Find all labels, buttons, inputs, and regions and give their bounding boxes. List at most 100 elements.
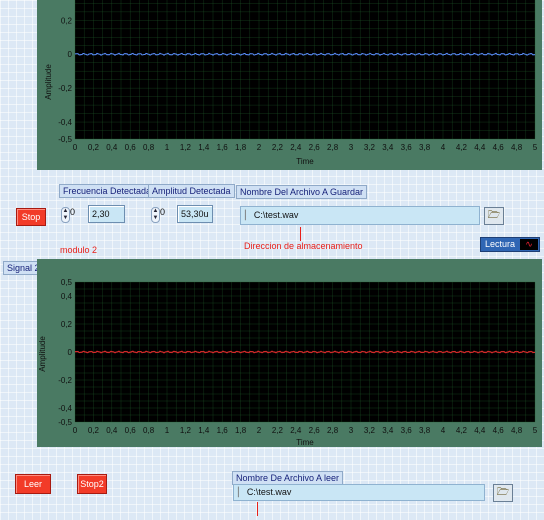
waveform-icon: ∿ <box>520 239 538 250</box>
modulo-label: modulo 2 <box>60 245 98 255</box>
guardar-path-input[interactable]: ▏ C:\test.wav <box>240 206 480 225</box>
x-ticks-1: 0 0,2 0,4 0,6 0,8 1 1,2 1,4 1,6 1,8 2 2,2 2,4 2,6 2,8 3… <box>73 143 538 152</box>
x-tick-label: 4,6 <box>493 143 505 152</box>
x-tick-label: 0,6 <box>125 426 137 435</box>
y-tick-label: -0,5 <box>58 135 72 144</box>
x-tick-label: 2 <box>257 426 262 435</box>
x-tick-label: 1,2 <box>180 426 192 435</box>
leer-path-input[interactable]: ▏ C:\test.wav <box>233 484 485 501</box>
x-tick-label: 0,8 <box>143 426 155 435</box>
x-tick-label: 2,4 <box>290 426 302 435</box>
frecuencia-spin-icon[interactable]: ▲ ▼ <box>61 207 70 223</box>
x-tick-label: 4,2 <box>456 143 468 152</box>
grid-2 <box>74 281 536 423</box>
x-tick-label: 0 <box>73 143 78 152</box>
x-tick-label: 0 <box>73 426 78 435</box>
y-tick-label: -0,2 <box>58 376 72 385</box>
x-tick-label: 1,2 <box>180 143 192 152</box>
x-tick-label: 4 <box>441 426 446 435</box>
x-tick-label: 1 <box>165 143 170 152</box>
x-tick-label: 0,2 <box>88 426 100 435</box>
x-tick-label: 4,4 <box>474 143 486 152</box>
stop-button[interactable]: Stop <box>16 208 46 226</box>
x-tick-label: 3,8 <box>419 143 431 152</box>
frecuencia-value: 2,30 <box>88 205 125 223</box>
x-tick-label: 4 <box>441 143 446 152</box>
x-tick-label: 2,6 <box>309 426 321 435</box>
x-tick-label: 3,6 <box>401 426 413 435</box>
x-tick-label: 3,6 <box>401 143 413 152</box>
x-tick-label: 4,8 <box>511 426 523 435</box>
guardar-label: Nombre Del Archivo A Guardar <box>236 185 368 199</box>
x-axis-label-2: Time <box>296 438 314 447</box>
signal-trace-2 <box>74 350 536 354</box>
leer-path-text: C:\test.wav <box>246 487 292 497</box>
y-tick-label: 0,4 <box>61 292 73 301</box>
x-tick-label: 4,4 <box>474 426 486 435</box>
x-tick-label: 3,2 <box>364 426 376 435</box>
waveform-graph-1: 0,2 0 -0,2 -0,4 -0,5 0 0,2 0,4 0,6 0,8 1 1,2 1,4 1,6… <box>37 0 542 170</box>
y-axis-label-1: Amplitude <box>44 64 53 100</box>
guardar-path-text: C:\test.wav <box>253 210 299 220</box>
x-axis-label-1: Time <box>296 157 314 166</box>
x-tick-label: 5 <box>533 143 538 152</box>
y-tick-label: -0,2 <box>58 84 72 93</box>
x-tick-label: 0,2 <box>88 143 100 152</box>
leer-marker <box>257 502 258 516</box>
frecuencia-label: Frecuencia Detectada <box>59 184 156 198</box>
y-tick-label: 0,2 <box>61 16 73 25</box>
x-tick-label: 3,4 <box>382 143 394 152</box>
grid-1 <box>74 0 536 140</box>
x-tick-label: 3,4 <box>382 426 394 435</box>
x-tick-label: 1,6 <box>217 426 229 435</box>
waveform-graph-2-plot: 0,5 0,4 0,2 0 -0,2 -0,4 -0,5 0 0,2 0,4 0,6 0,8 1 1,2… <box>38 278 538 447</box>
x-tick-label: 4,2 <box>456 426 468 435</box>
frecuencia-radix: 0 <box>70 207 76 217</box>
lectura-label: Lectura <box>485 239 516 249</box>
waveform-graph-1-plot: 0,2 0 -0,2 -0,4 -0,5 0 0,2 0,4 0,6 0,8 1 1,2 1,4 1,6… <box>44 0 538 166</box>
stop2-button[interactable]: Stop2 <box>77 474 107 494</box>
x-tick-label: 2,4 <box>290 143 302 152</box>
direccion-marker <box>300 227 301 241</box>
x-tick-label: 2,8 <box>327 143 339 152</box>
x-tick-label: 3 <box>349 143 354 152</box>
folder-icon: 🗁 <box>487 210 501 221</box>
amplitud-radix-control[interactable]: ▲ ▼ 0 53,30u <box>151 205 213 223</box>
x-tick-label: 1,6 <box>217 143 229 152</box>
x-tick-label: 1 <box>165 426 170 435</box>
y-tick-label: -0,4 <box>58 404 72 413</box>
x-tick-label: 5 <box>533 426 538 435</box>
x-tick-label: 1,4 <box>198 426 210 435</box>
x-tick-label: 3 <box>349 426 354 435</box>
y-tick-label: -0,5 <box>58 418 72 427</box>
amplitud-spin-icon[interactable]: ▲ ▼ <box>151 207 160 223</box>
leer-browse-button[interactable]: 🗁 <box>493 484 513 502</box>
path-prefix-icon: ▏ <box>238 487 245 497</box>
x-tick-label: 2,2 <box>272 426 284 435</box>
lectura-indicator: Lectura ∿ <box>480 237 540 252</box>
y-tick-label: 0 <box>68 348 73 357</box>
amplitud-label: Amplitud Detectada <box>148 184 235 198</box>
x-tick-label: 0,6 <box>125 143 137 152</box>
folder-icon: 🗁 <box>496 487 510 498</box>
x-tick-label: 1,8 <box>235 143 247 152</box>
leer-button[interactable]: Leer <box>15 474 51 494</box>
signal2-label: Signal 2 <box>3 261 44 275</box>
leer-archivo-label: Nombre De Archivo A leer <box>232 471 344 485</box>
y-tick-label: -0,4 <box>58 118 72 127</box>
x-tick-label: 0,4 <box>106 143 118 152</box>
x-tick-label: 2,8 <box>327 426 339 435</box>
path-prefix-icon: ▏ <box>245 210 252 220</box>
x-tick-label: 2,2 <box>272 143 284 152</box>
x-tick-label: 3,8 <box>419 426 431 435</box>
y-tick-label: 0 <box>68 50 73 59</box>
x-tick-label: 0,8 <box>143 143 155 152</box>
guardar-browse-button[interactable]: 🗁 <box>484 207 504 225</box>
y-ticks-1: 0,2 0 -0,2 -0,4 -0,5 <box>58 16 72 144</box>
x-tick-label: 2,6 <box>309 143 321 152</box>
signal-trace-1 <box>74 52 536 56</box>
y-tick-label: 0,5 <box>61 278 73 287</box>
frecuencia-radix-control[interactable]: ▲ ▼ 0 2,30 <box>61 205 125 223</box>
x-tick-label: 2 <box>257 143 262 152</box>
y-axis-label-2: Amplitude <box>38 336 47 372</box>
